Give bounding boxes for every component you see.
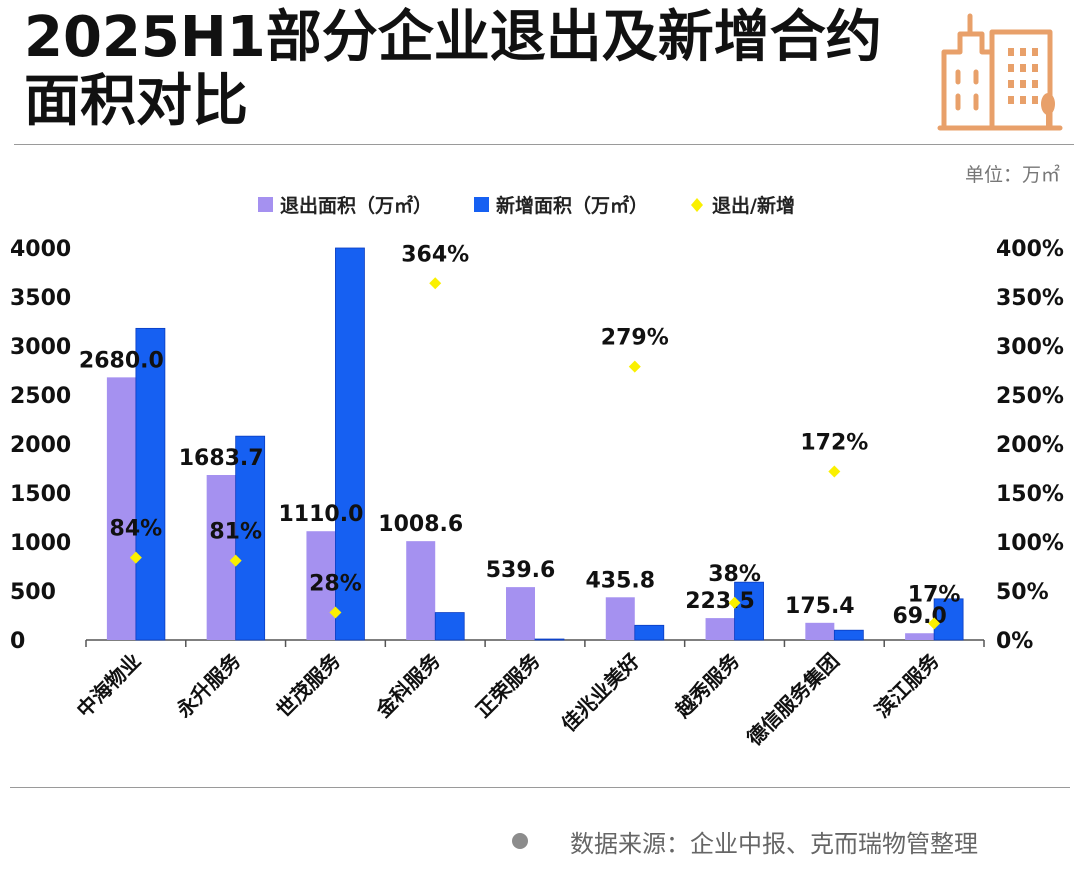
right-axis-tick: 100% xyxy=(996,531,1064,556)
ratio-point-0 xyxy=(129,551,142,564)
right-axis-tick: 250% xyxy=(996,384,1064,409)
left-axis-tick: 500 xyxy=(10,580,56,605)
source-note: 数据来源：企业中报、克而瑞物管整理 xyxy=(508,824,1068,858)
bar-exit-2 xyxy=(306,531,336,640)
data-label-exit-1: 1683.7 xyxy=(179,446,264,471)
right-axis-tick: 200% xyxy=(996,433,1064,458)
ratio-point-1 xyxy=(229,554,242,567)
legend-label-2: 退出/新增 xyxy=(712,194,795,217)
bar-exit-0 xyxy=(106,377,136,640)
bar-exit-6 xyxy=(705,618,735,640)
data-label-ratio-5: 279% xyxy=(601,326,669,351)
category-label-2: 世茂服务 xyxy=(271,648,345,722)
page-title: 2025H1部分企业退出及新增合约 面积对比 xyxy=(24,6,924,134)
right-axis-tick: 350% xyxy=(996,286,1064,311)
category-label-4: 正荣服务 xyxy=(471,648,545,722)
left-axis-tick: 3000 xyxy=(10,335,71,360)
title-line-1: 2025H1部分企业退出及新增合约 xyxy=(24,5,882,70)
bar-new-5 xyxy=(634,624,665,641)
bar-exit-8 xyxy=(905,633,935,640)
data-label-exit-4: 539.6 xyxy=(486,558,556,583)
bar-new-3 xyxy=(434,612,465,641)
right-axis-tick: 300% xyxy=(996,335,1064,360)
bar-new-8 xyxy=(933,598,964,641)
ratio-point-3 xyxy=(429,277,442,290)
legend-swatch-1 xyxy=(474,197,489,212)
bar-new-4 xyxy=(534,638,565,641)
title-line-2: 面积对比 xyxy=(24,69,248,134)
left-axis-tick: 2000 xyxy=(10,433,71,458)
bar-new-1 xyxy=(235,435,266,641)
right-axis-tick: 50% xyxy=(996,580,1049,605)
bar-exit-1 xyxy=(206,474,236,640)
ratio-point-2 xyxy=(329,606,342,619)
category-label-6: 越秀服务 xyxy=(670,648,745,723)
source-text: 数据来源：企业中报、克而瑞物管整理 xyxy=(570,830,978,858)
data-label-ratio-7: 172% xyxy=(800,430,868,455)
right-axis-tick: 0% xyxy=(996,629,1033,654)
bar-exit-3 xyxy=(406,541,436,640)
unit-label: 单位：万㎡ xyxy=(964,164,1060,186)
category-label-8: 滨江服务 xyxy=(870,648,944,722)
left-axis-tick: 1000 xyxy=(10,531,71,556)
data-label-exit-6: 223.5 xyxy=(685,589,755,614)
bar-exit-4 xyxy=(506,587,535,640)
category-label-7: 德信服务集团 xyxy=(742,649,844,751)
bar-exit-5 xyxy=(605,597,635,640)
category-label-1: 永升服务 xyxy=(171,648,246,723)
data-label-exit-3: 1008.6 xyxy=(378,512,463,537)
data-label-exit-0: 2680.0 xyxy=(79,348,164,373)
right-axis-tick: 150% xyxy=(996,482,1064,507)
legend-label-1: 新增面积（万㎡） xyxy=(496,194,648,217)
building-icon xyxy=(937,13,1063,131)
data-label-ratio-1: 81% xyxy=(209,520,262,545)
bar-new-7 xyxy=(833,629,864,641)
left-axis-tick: 0 xyxy=(10,629,25,654)
legend-swatch-2 xyxy=(691,198,703,212)
ratio-point-5 xyxy=(628,360,641,373)
bar-new-6 xyxy=(734,581,764,641)
data-label-ratio-0: 84% xyxy=(110,517,163,542)
category-label-5: 佳兆业美好 xyxy=(557,649,645,737)
data-label-ratio-6: 38% xyxy=(708,562,761,587)
data-label-ratio-3: 364% xyxy=(401,242,469,267)
bullet-dot-icon xyxy=(512,833,528,849)
data-label-exit-7: 175.4 xyxy=(785,594,855,619)
data-label-exit-2: 1110.0 xyxy=(278,502,363,527)
data-label-exit-8: 69.0 xyxy=(892,604,946,629)
ratio-point-6 xyxy=(728,596,741,609)
data-label-ratio-2: 28% xyxy=(309,572,362,597)
ratio-point-7 xyxy=(828,465,841,478)
data-label-exit-5: 435.8 xyxy=(585,568,655,593)
footer-divider xyxy=(10,787,1070,788)
ratio-point-8 xyxy=(928,617,941,630)
left-axis-tick: 1500 xyxy=(10,482,71,507)
title-divider xyxy=(14,144,1074,145)
legend-label-0: 退出面积（万㎡） xyxy=(280,194,432,217)
bar-exit-7 xyxy=(805,622,835,640)
right-axis-tick: 400% xyxy=(996,237,1064,262)
left-axis-tick: 4000 xyxy=(10,237,71,262)
category-label-3: 金科服务 xyxy=(371,648,446,723)
bar-new-0 xyxy=(135,327,166,641)
legend-swatch-0 xyxy=(258,197,273,212)
category-label-0: 中海物业 xyxy=(72,649,146,723)
left-axis-tick: 3500 xyxy=(10,286,71,311)
bar-new-2 xyxy=(335,247,365,641)
left-axis-tick: 2500 xyxy=(10,384,71,409)
data-label-ratio-8: 17% xyxy=(908,582,961,607)
